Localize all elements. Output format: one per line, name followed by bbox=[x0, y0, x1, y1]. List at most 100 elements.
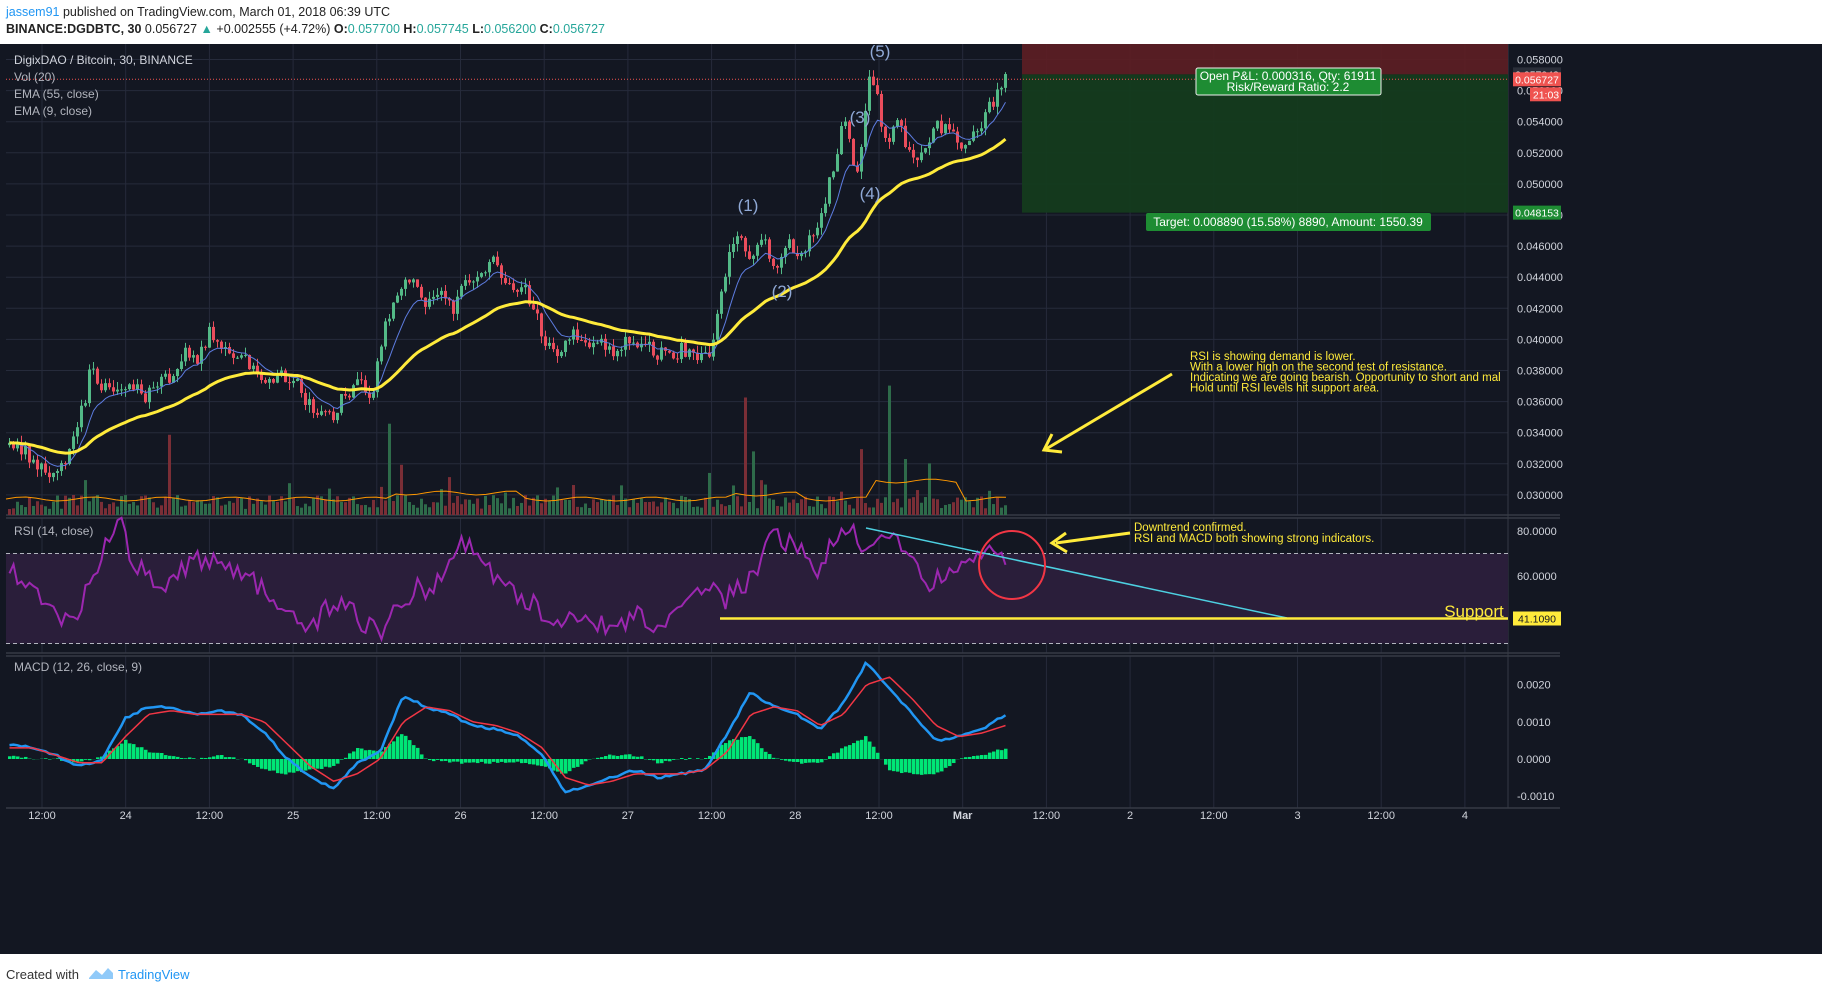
macd-histogram-bar bbox=[800, 759, 804, 764]
candle-body bbox=[892, 126, 895, 142]
candle-body bbox=[440, 290, 443, 295]
position-tool[interactable]: Open P&L: 0.000316, Qty: 61911Risk/Rewar… bbox=[6, 44, 1508, 231]
macd-histogram-bar bbox=[992, 751, 996, 759]
volume-bar bbox=[456, 496, 459, 515]
macd-histogram-bar bbox=[744, 736, 748, 759]
macd-histogram-bar bbox=[532, 759, 536, 765]
macd-histogram-bar bbox=[836, 752, 840, 759]
risk-reward-label: Risk/Reward Ratio: 2.2 bbox=[1227, 80, 1350, 94]
macd-histogram-bar bbox=[508, 759, 512, 763]
volume-bar bbox=[580, 507, 583, 515]
time-tick-label: 28 bbox=[789, 810, 801, 822]
macd-tick-label: 0.0000 bbox=[1517, 754, 1551, 766]
volume-bar bbox=[144, 495, 147, 515]
volume-bar bbox=[672, 502, 675, 515]
candle-body bbox=[920, 152, 923, 161]
price-tick-label: 0.050000 bbox=[1517, 179, 1563, 191]
price-tick-label: 0.036000 bbox=[1517, 397, 1563, 409]
macd-histogram-bar bbox=[48, 759, 52, 760]
macd-histogram-bar bbox=[552, 759, 556, 771]
price-tick-label: 0.032000 bbox=[1517, 459, 1563, 471]
candle-body bbox=[832, 171, 835, 178]
candle-body bbox=[760, 239, 763, 245]
candle-body bbox=[540, 313, 543, 337]
chart-canvas[interactable]: Open P&L: 0.000316, Qty: 61911Risk/Rewar… bbox=[0, 44, 1822, 954]
candle-body bbox=[140, 384, 143, 394]
macd-histogram-bar bbox=[128, 743, 132, 759]
candle-body bbox=[172, 376, 175, 383]
volume-bar bbox=[280, 496, 283, 515]
target-box[interactable] bbox=[1146, 213, 1431, 231]
candle-body bbox=[792, 239, 795, 254]
arrow-head-icon bbox=[1041, 433, 1063, 454]
volume-bar bbox=[536, 495, 539, 515]
macd-histogram-bar bbox=[660, 759, 664, 764]
candle-body bbox=[872, 76, 875, 86]
volume-bar bbox=[248, 496, 251, 515]
macd-histogram-bar bbox=[404, 735, 408, 759]
macd-histogram-bar bbox=[500, 759, 504, 762]
volume-bar bbox=[836, 501, 839, 515]
candle-body bbox=[592, 342, 595, 348]
candle-body bbox=[940, 120, 943, 134]
candle-body bbox=[596, 342, 599, 344]
candle-body bbox=[496, 256, 499, 266]
rsi-tick-label: 80.0000 bbox=[1517, 526, 1557, 538]
annotation-text: With a lower high on the second test of … bbox=[1190, 362, 1447, 374]
candle-body bbox=[576, 329, 579, 340]
volume-bar bbox=[492, 495, 495, 515]
volume-bars bbox=[5, 385, 1007, 515]
macd-histogram-bar bbox=[512, 759, 516, 763]
tradingview-link[interactable]: TradingView bbox=[118, 967, 190, 982]
macd-histogram-bar bbox=[1000, 750, 1004, 759]
macd-histogram-bar bbox=[20, 757, 24, 759]
macd-histogram-bar bbox=[888, 759, 892, 771]
volume-bar bbox=[376, 507, 379, 515]
macd-histogram-bar bbox=[520, 759, 524, 764]
macd-histogram-bar bbox=[760, 748, 764, 759]
volume-bar bbox=[212, 496, 215, 515]
candle-body bbox=[808, 235, 811, 252]
price-tick-label: 0.038000 bbox=[1517, 366, 1563, 378]
pnl-box[interactable] bbox=[1195, 67, 1382, 96]
volume-bar bbox=[344, 502, 347, 515]
volume-bar bbox=[256, 498, 259, 515]
macd-histogram-bar bbox=[316, 759, 320, 769]
macd-histogram-bar bbox=[648, 759, 652, 760]
candle-body bbox=[604, 338, 607, 350]
candle-body bbox=[536, 309, 539, 314]
macd-histogram-bar bbox=[356, 748, 360, 759]
candle-body bbox=[328, 411, 331, 413]
volume-bar bbox=[572, 485, 575, 515]
volume-bar bbox=[844, 500, 847, 515]
macd-histogram-bar bbox=[752, 739, 756, 759]
candle-body bbox=[56, 471, 59, 473]
author-link[interactable]: jassem91 bbox=[6, 5, 60, 19]
created-with-text: Created with bbox=[6, 967, 79, 982]
candle-body bbox=[728, 252, 731, 277]
macd-histogram-bar bbox=[328, 759, 332, 768]
candle-body bbox=[548, 342, 551, 346]
macd-histogram-bar bbox=[476, 759, 480, 764]
close-value: 0.056727 bbox=[552, 22, 605, 36]
macd-histogram-bar bbox=[288, 759, 292, 773]
volume-bar bbox=[812, 506, 815, 515]
volume-bar bbox=[924, 497, 927, 515]
volume-bar bbox=[876, 498, 879, 515]
volume-bar bbox=[168, 434, 171, 515]
volume-bar bbox=[308, 506, 311, 515]
candle-body bbox=[336, 412, 339, 421]
time-tick-label: 12:00 bbox=[1033, 810, 1061, 822]
volume-bar bbox=[360, 505, 363, 515]
volume-bar bbox=[780, 506, 783, 515]
volume-bar bbox=[392, 501, 395, 515]
volume-bar bbox=[684, 496, 687, 515]
volume-bar bbox=[152, 502, 155, 515]
macd-histogram-bar bbox=[600, 757, 604, 759]
volume-bar bbox=[796, 503, 799, 515]
candle-body bbox=[976, 131, 979, 133]
volume-bar bbox=[640, 498, 643, 515]
macd-legend: MACD (12, 26, close, 9) bbox=[14, 660, 142, 674]
candle-body bbox=[84, 403, 87, 406]
axes: 0.0580000.0560000.0540000.0520000.050000… bbox=[28, 55, 1563, 823]
